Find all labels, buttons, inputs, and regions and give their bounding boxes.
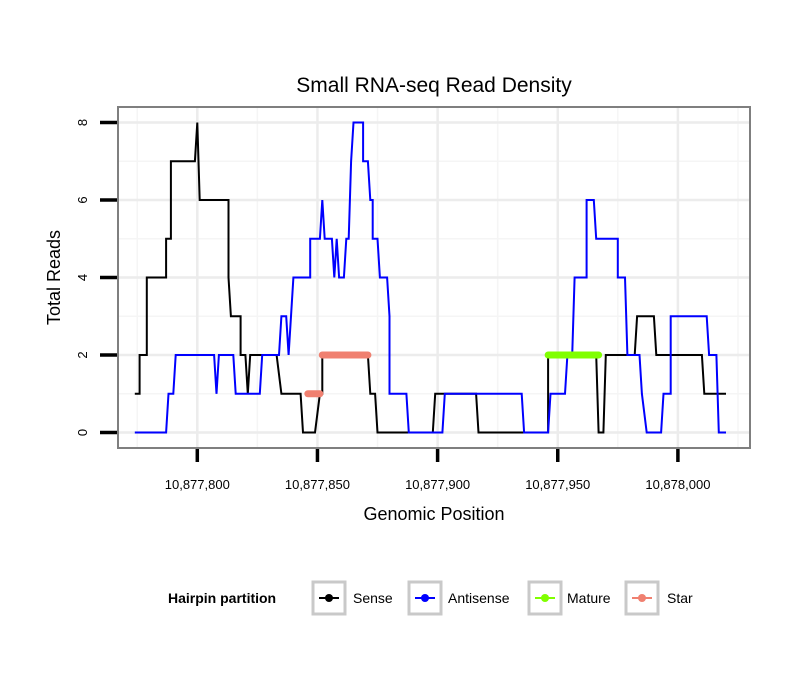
legend-title: Hairpin partition: [168, 590, 276, 606]
legend-label-sense: Sense: [353, 590, 393, 606]
x-tick-label: 10,877,800: [165, 477, 230, 492]
legend-key-sense: [311, 580, 347, 616]
x-axis: 10,877,800 10,877,850 10,877,900 10,877,950…: [165, 449, 710, 492]
x-tick-label: 10,877,900: [405, 477, 470, 492]
legend-key-star: [624, 580, 660, 616]
y-tick-label: 4: [75, 274, 90, 281]
legend-label-mature: Mature: [567, 590, 611, 606]
y-tick-label: 2: [75, 351, 90, 358]
legend-key-mature: [527, 580, 563, 616]
y-axis-title: Total Reads: [44, 230, 64, 325]
legend: Hairpin partition Sense Antisense Mature Sta…: [168, 580, 693, 616]
legend-key-antisense: [407, 580, 443, 616]
legend-label-antisense: Antisense: [448, 590, 510, 606]
y-axis: 0 2 4 6 8: [75, 119, 117, 436]
series-layer: [134, 121, 726, 434]
plot-border: [117, 106, 751, 449]
legend-label-star: Star: [667, 590, 693, 606]
chart-title: Small RNA-seq Read Density: [296, 74, 572, 97]
x-tick-label: 10,877,850: [285, 477, 350, 492]
y-tick-label: 6: [75, 196, 90, 203]
y-tick-label: 8: [75, 119, 90, 126]
series-sense-line: [134, 122, 726, 434]
x-tick-label: 10,878,000: [645, 477, 710, 492]
y-tick-label: 0: [75, 429, 90, 436]
series-antisense-line: [134, 121, 726, 434]
x-tick-label: 10,877,950: [525, 477, 590, 492]
x-axis-title: Genomic Position: [363, 504, 504, 524]
